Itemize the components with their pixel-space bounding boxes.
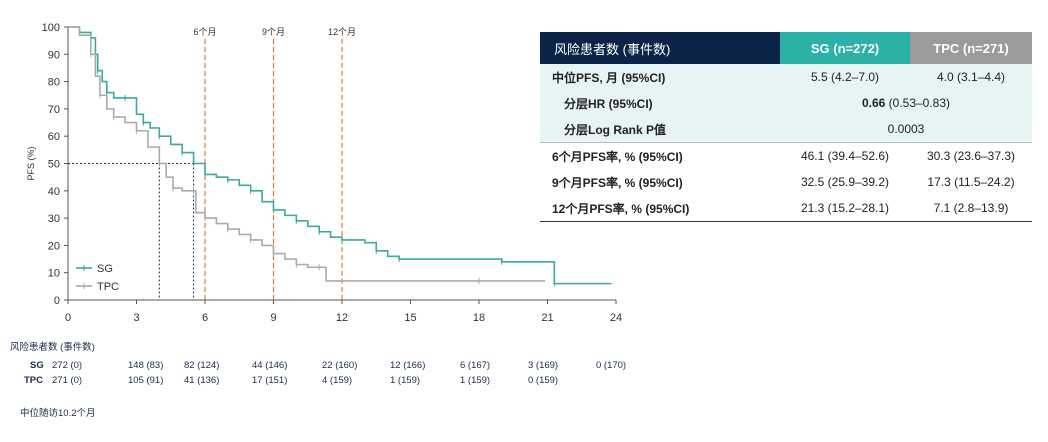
- km-chart: 010203040506070809010003691215182124时间 (…: [26, 22, 622, 324]
- y-tick-label: 70: [48, 104, 60, 116]
- table-row: 9个月PFS率, % (95%CI) 32.5 (25.9–39.2) 17.3…: [540, 169, 1032, 195]
- table-row: 分层Log Rank P值 0.0003: [540, 116, 1032, 143]
- y-tick-label: 10: [48, 268, 60, 280]
- row-sg-value: 32.5 (25.9–39.2): [800, 175, 890, 189]
- row-label: 9个月PFS率, % (95%CI): [552, 175, 683, 190]
- footnote: 中位随访10.2个月: [20, 408, 96, 419]
- row-label: 中位PFS, 月 (95%CI): [540, 64, 780, 90]
- table-header-tpc: TPC (n=271): [910, 32, 1032, 64]
- x-tick-label: 3: [133, 312, 139, 324]
- risk-cell: 82 (124): [184, 360, 220, 371]
- series-line-tpc: [68, 26, 546, 282]
- x-tick-label: 15: [404, 312, 416, 324]
- row-sg-value: 46.1 (39.4–52.6): [780, 142, 910, 169]
- table-row: 分层HR (95%CI) 0.66 (0.53–0.83): [540, 90, 1032, 116]
- risk-cell: 148 (83): [128, 360, 164, 371]
- y-tick-label: 60: [48, 131, 60, 143]
- row-tpc-value: 7.1 (2.8–13.9): [910, 195, 1032, 222]
- row-tpc-value: 17.3 (11.5–24.2): [927, 175, 1015, 189]
- row-sg-value: 21.3 (15.2–28.1): [780, 195, 910, 222]
- y-tick-label: 40: [48, 186, 60, 198]
- y-axis-label: PFS (%): [26, 146, 36, 180]
- table-header-row: 风险患者数 (事件数) SG (n=272) TPC (n=271): [540, 32, 1032, 64]
- risk-row-label: SG: [30, 360, 44, 371]
- risk-cell: 271 (0): [52, 375, 83, 386]
- summary-table: 风险患者数 (事件数) SG (n=272) TPC (n=271) 中位PFS…: [540, 32, 1032, 222]
- row-label: 分层HR (95%CI): [540, 90, 780, 116]
- row-merged-value: 0.66 (0.53–0.83): [780, 90, 1032, 116]
- x-tick-label: 6: [202, 312, 208, 324]
- row-label: 分层Log Rank P值: [540, 116, 780, 143]
- x-tick-label: 0: [65, 312, 71, 324]
- y-tick-label: 100: [42, 22, 60, 34]
- risk-cell: 12 (166): [390, 360, 426, 371]
- hr-ci: (0.53–0.83): [885, 96, 951, 110]
- milestone-label: 12个月: [328, 27, 356, 37]
- risk-cell: 1 (159): [460, 375, 491, 386]
- table-row: 中位PFS, 月 (95%CI) 5.5 (4.2–7.0) 4.0 (3.1–…: [540, 64, 1032, 90]
- risk-cell: 17 (151): [252, 375, 288, 386]
- milestone-label: 6个月: [193, 27, 216, 37]
- x-tick-label: 24: [610, 312, 622, 324]
- risk-cell: 41 (136): [184, 375, 220, 386]
- row-label: 12个月PFS率, % (95%CI): [540, 195, 780, 222]
- risk-cell: 44 (146): [252, 360, 288, 371]
- y-tick-label: 20: [48, 240, 60, 252]
- risk-cell: 105 (91): [128, 375, 164, 386]
- y-tick-label: 50: [48, 159, 60, 171]
- risk-cell: 1 (159): [390, 375, 421, 386]
- x-tick-label: 18: [473, 312, 485, 324]
- milestone-label: 9个月: [262, 27, 285, 37]
- row-label: 6个月PFS率, % (95%CI): [540, 142, 780, 169]
- table-header-sg: SG (n=272): [780, 32, 910, 64]
- table-row: 6个月PFS率, % (95%CI) 46.1 (39.4–52.6) 30.3…: [540, 142, 1032, 169]
- risk-table-title: 风险患者数 (事件数): [10, 342, 95, 353]
- legend-label-tpc: TPC: [97, 281, 119, 293]
- risk-cell: 6 (167): [460, 360, 491, 371]
- risk-cell: 3 (169): [528, 360, 559, 371]
- risk-row-label: TPC: [24, 375, 43, 386]
- y-tick-label: 30: [48, 213, 60, 225]
- risk-cell: 4 (159): [322, 375, 353, 386]
- row-tpc-value: 4.0 (3.1–4.4): [910, 64, 1032, 90]
- y-tick-label: 0: [54, 295, 60, 307]
- legend-label-sg: SG: [97, 263, 113, 275]
- x-tick-label: 21: [541, 312, 553, 324]
- risk-cell: 0 (170): [596, 360, 627, 371]
- table-header-risk: 风险患者数 (事件数): [540, 32, 780, 64]
- x-tick-label: 9: [270, 312, 276, 324]
- row-tpc-value: 30.3 (23.6–37.3): [910, 142, 1032, 169]
- row-sg-value: 5.5 (4.2–7.0): [780, 64, 910, 90]
- hr-value: 0.66: [861, 96, 886, 110]
- series-line-sg: [68, 26, 612, 285]
- risk-cell: 0 (159): [528, 375, 559, 386]
- y-tick-label: 90: [48, 49, 60, 61]
- table-row: 12个月PFS率, % (95%CI) 21.3 (15.2–28.1) 7.1…: [540, 195, 1032, 222]
- y-tick-label: 80: [48, 77, 60, 89]
- row-merged-value: 0.0003: [780, 116, 1032, 143]
- risk-cell: 272 (0): [52, 360, 83, 371]
- risk-cell: 22 (160): [322, 360, 358, 371]
- x-tick-label: 12: [336, 312, 348, 324]
